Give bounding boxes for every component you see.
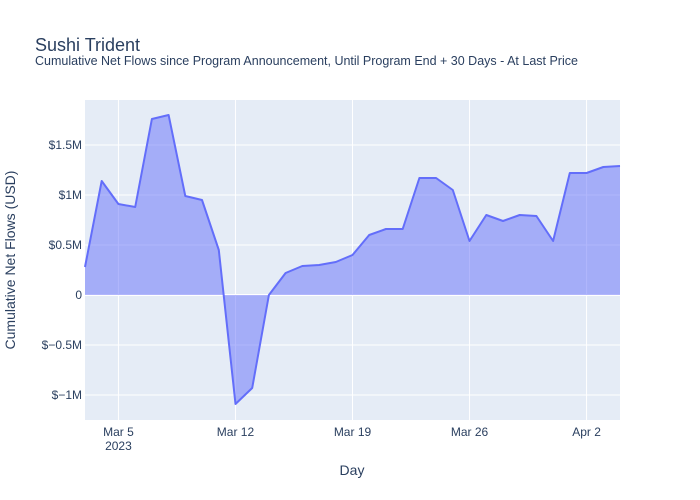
series-layer — [84, 114, 621, 405]
x-tick-label: Mar 12 — [217, 425, 255, 439]
y-tick-label: $−1M — [52, 388, 82, 402]
chart-subtitle: Cumulative Net Flows since Program Annou… — [35, 54, 578, 68]
x-tick-label: Mar 5 — [103, 425, 134, 439]
x-axis-title: Day — [340, 462, 365, 478]
y-axis-title: Cumulative Net Flows (USD) — [2, 171, 18, 350]
y-tick-label: $0.5M — [49, 238, 82, 252]
y-tick-label: $−0.5M — [42, 338, 82, 352]
x-tick-label: Mar 19 — [334, 425, 372, 439]
x-tick-sublabel: 2023 — [105, 439, 132, 453]
series-area-fill — [85, 115, 620, 404]
x-tick-label: Apr 2 — [572, 425, 601, 439]
y-tick-label: $1M — [59, 188, 82, 202]
y-tick-labels: $−1M $−0.5M 0 $0.5M $1M $1.5M — [42, 138, 83, 402]
chart-title: Sushi Trident — [35, 35, 140, 55]
y-tick-label: 0 — [75, 288, 82, 302]
y-tick-label: $1.5M — [49, 138, 82, 152]
x-tick-label: Mar 26 — [451, 425, 489, 439]
